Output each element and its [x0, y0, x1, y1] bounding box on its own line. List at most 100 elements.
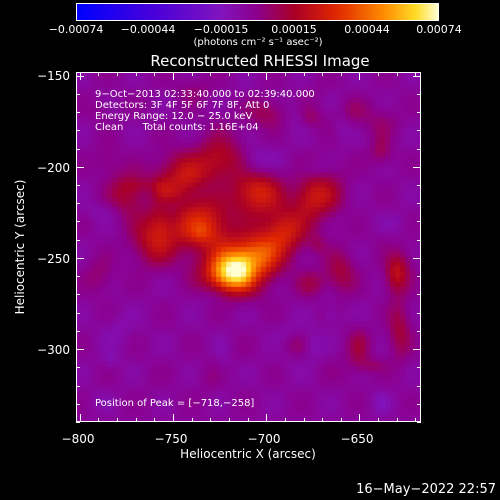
colorbar-tick-label: 0.00074 — [416, 23, 462, 36]
x-tick-label: −650 — [340, 432, 374, 446]
axis-tick — [417, 367, 421, 368]
axis-tick — [229, 418, 230, 422]
axis-tick — [417, 313, 421, 314]
axis-tick — [417, 422, 421, 423]
info-detectors: Detectors: 3F 4F 5F 6F 7F 8F, Att 0 — [95, 100, 270, 111]
axis-tick — [397, 418, 398, 422]
plot-timestamp: 16−May−2022 22:57 — [356, 482, 496, 497]
axis-tick — [415, 418, 416, 422]
colorbar-tick-label: −0.00044 — [120, 23, 176, 36]
y-tick-label: −250 — [37, 252, 70, 266]
axis-tick — [248, 72, 249, 76]
axis-tick — [76, 130, 80, 131]
y-tick-label: −300 — [37, 343, 70, 357]
axis-tick — [76, 349, 84, 350]
x-axis-label: Heliocentric X (arcsec) — [180, 447, 316, 461]
y-axis-label: Heliocentric Y (arcsec) — [13, 179, 27, 315]
axis-tick — [76, 167, 84, 168]
axis-tick — [98, 72, 99, 76]
axis-tick — [210, 72, 211, 76]
axis-tick — [192, 72, 193, 76]
axis-tick — [80, 414, 81, 422]
x-tick-label: −750 — [154, 432, 188, 446]
axis-tick — [76, 221, 80, 222]
axis-tick — [359, 72, 360, 80]
axis-tick — [76, 331, 80, 332]
axis-tick — [417, 386, 421, 387]
axis-tick — [322, 418, 323, 422]
axis-tick — [154, 418, 155, 422]
axis-tick — [413, 349, 421, 350]
axis-tick — [76, 94, 80, 95]
axis-tick — [154, 72, 155, 76]
axis-tick — [266, 72, 267, 80]
axis-tick — [417, 294, 421, 295]
info-energy-range: Energy Range: 12.0 − 25.0 keV — [95, 111, 253, 122]
axis-tick — [173, 414, 174, 422]
axis-tick — [417, 240, 421, 241]
peak-position-label: Position of Peak = [−718,−258] — [95, 398, 255, 409]
axis-tick — [415, 72, 416, 76]
axis-tick — [322, 72, 323, 76]
axis-tick — [285, 418, 286, 422]
axis-tick — [397, 72, 398, 76]
axis-tick — [76, 185, 80, 186]
axis-tick — [76, 112, 80, 113]
axis-tick — [417, 331, 421, 332]
axis-tick — [285, 72, 286, 76]
axis-tick — [417, 276, 421, 277]
axis-tick — [417, 112, 421, 113]
axis-tick — [417, 149, 421, 150]
axis-tick — [417, 130, 421, 131]
axis-tick — [341, 72, 342, 76]
info-time-range: 9−Oct−2013 02:33:40.000 to 02:39:40.000 — [95, 89, 315, 100]
axis-tick — [76, 386, 80, 387]
axis-tick — [417, 221, 421, 222]
axis-tick — [417, 94, 421, 95]
colorbar-tick-label: −0.00074 — [48, 23, 104, 36]
axis-tick — [98, 418, 99, 422]
colorbar-tick-label: 0.00044 — [344, 23, 390, 36]
x-tick-label: −700 — [247, 432, 281, 446]
axis-tick — [76, 313, 80, 314]
axis-tick — [359, 414, 360, 422]
axis-tick — [76, 367, 80, 368]
axis-tick — [417, 203, 421, 204]
plot-area: 9−Oct−2013 02:33:40.000 to 02:39:40.000 … — [76, 72, 421, 422]
axis-tick — [304, 418, 305, 422]
axis-tick — [76, 404, 80, 405]
axis-tick — [229, 72, 230, 76]
axis-tick — [76, 294, 80, 295]
colorbar-units: (photons cm⁻² s⁻¹ asec⁻²) — [193, 37, 323, 48]
axis-tick — [117, 72, 118, 76]
axis-tick — [413, 258, 421, 259]
axis-tick — [76, 422, 80, 423]
chart-title: Reconstructed RHESSI Image — [150, 52, 370, 70]
axis-tick — [117, 418, 118, 422]
axis-tick — [341, 418, 342, 422]
heatmap-image — [77, 73, 420, 421]
y-tick-label: −150 — [37, 69, 70, 83]
axis-tick — [173, 72, 174, 80]
colorbar-tick-label: 0.00015 — [271, 23, 317, 36]
axis-tick — [192, 418, 193, 422]
axis-tick — [136, 418, 137, 422]
axis-tick — [76, 203, 80, 204]
axis-tick — [76, 258, 84, 259]
axis-tick — [304, 72, 305, 76]
colorbar — [76, 3, 439, 21]
x-tick-label: −800 — [61, 432, 95, 446]
info-clean-counts: Clean Total counts: 1.16E+04 — [95, 122, 259, 133]
axis-tick — [417, 404, 421, 405]
axis-tick — [413, 76, 421, 77]
axis-tick — [378, 418, 379, 422]
axis-tick — [136, 72, 137, 76]
axis-tick — [76, 76, 84, 77]
axis-tick — [248, 418, 249, 422]
axis-tick — [76, 149, 80, 150]
axis-tick — [266, 414, 267, 422]
y-tick-label: −200 — [37, 161, 70, 175]
axis-tick — [210, 418, 211, 422]
colorbar-tick-label: −0.00015 — [193, 23, 249, 36]
axis-tick — [76, 276, 80, 277]
